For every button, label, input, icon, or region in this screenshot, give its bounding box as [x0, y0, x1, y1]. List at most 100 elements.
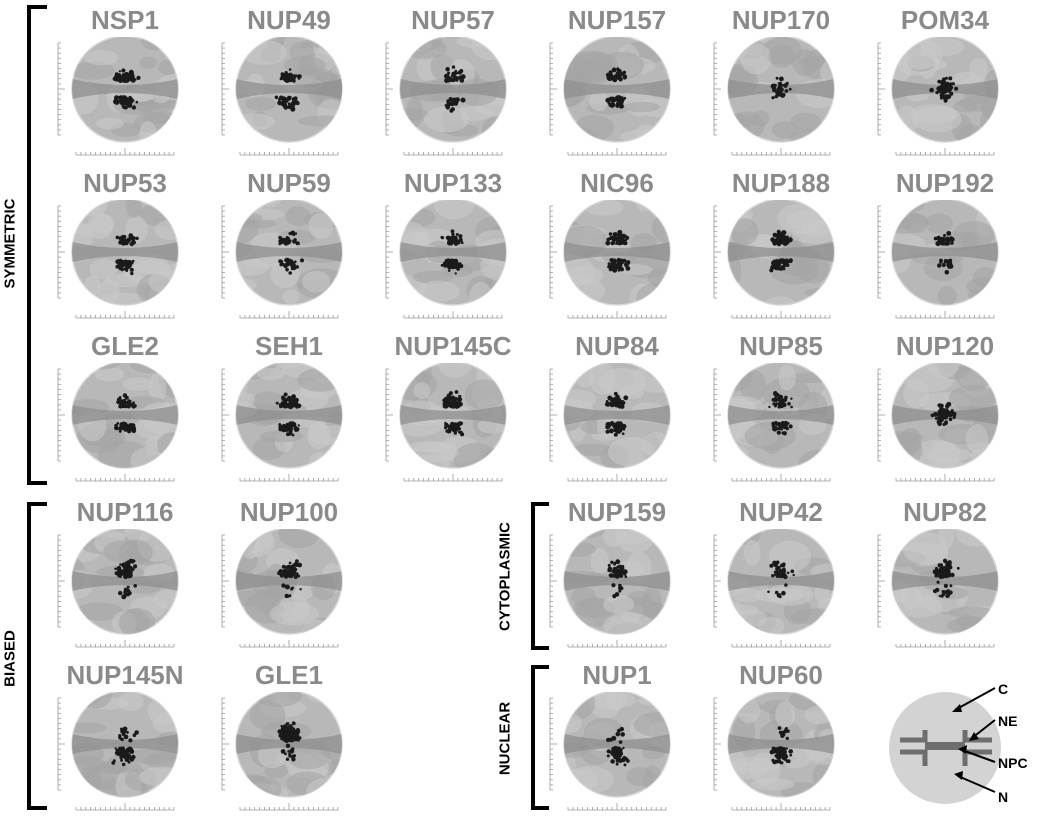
gold-particle — [611, 750, 615, 754]
gold-particle — [783, 83, 788, 88]
schematic-envelope-lower — [900, 749, 928, 766]
gold-particle — [780, 421, 786, 426]
gold-particle — [774, 590, 779, 595]
gold-particle — [770, 265, 775, 270]
gold-particle — [283, 392, 288, 397]
gold-particle — [275, 401, 279, 405]
gold-particle — [611, 75, 614, 78]
gold-particle — [936, 235, 941, 241]
panel-title: NUP42 — [739, 497, 823, 527]
gold-particle — [772, 232, 778, 238]
nuclear-envelope-band — [728, 571, 834, 591]
gold-particle — [294, 260, 297, 263]
gold-particle — [933, 411, 938, 417]
gold-particle — [297, 75, 301, 79]
gold-particle — [776, 260, 782, 266]
gold-particle — [788, 237, 793, 242]
micrograph — [57, 529, 179, 648]
gold-particle — [456, 239, 459, 243]
gold-particle — [772, 240, 776, 244]
gold-particle — [116, 422, 120, 425]
gold-particle — [285, 267, 289, 272]
gold-particle — [283, 240, 289, 246]
gold-particle — [616, 266, 620, 270]
gold-particle — [613, 432, 618, 437]
gold-particle — [119, 563, 122, 566]
gold-particle — [118, 751, 124, 757]
gold-particle — [946, 94, 952, 99]
gold-particle — [945, 76, 948, 80]
gold-particle — [292, 233, 296, 236]
gold-particle — [943, 560, 948, 564]
gold-particle — [772, 560, 777, 566]
gold-particle — [947, 239, 951, 243]
gold-particle — [621, 564, 625, 568]
gold-particle — [612, 747, 617, 751]
gold-particle — [610, 260, 615, 264]
panel-title: SEH1 — [255, 331, 323, 361]
gold-particle — [618, 263, 623, 267]
gold-particle — [290, 586, 294, 590]
gold-particle — [782, 261, 786, 265]
gold-particle — [615, 731, 621, 737]
panel-title: NUP192 — [895, 168, 995, 198]
gold-particle — [457, 397, 463, 402]
panel-title: NUP157 — [567, 5, 667, 35]
gold-particle — [458, 234, 463, 239]
gold-particle — [790, 405, 793, 409]
panel-nsp1: NSP1 — [50, 5, 200, 163]
panel-nup192: NUP192 — [870, 168, 1020, 326]
gold-particle — [451, 71, 457, 77]
gold-particle — [775, 574, 780, 578]
gold-particle — [132, 401, 135, 404]
gold-particle — [618, 586, 622, 590]
gold-particle — [606, 427, 610, 430]
gold-particle — [119, 569, 124, 574]
gold-particle — [772, 402, 776, 406]
gold-particle — [286, 404, 290, 409]
gold-particle — [608, 232, 613, 236]
panel-nup42: NUP42 — [706, 497, 856, 655]
gold-particle — [451, 238, 457, 244]
gold-particle — [294, 232, 298, 235]
gold-particle — [779, 76, 784, 82]
bracket-nuclear-top-cap — [531, 665, 549, 669]
gold-particle — [948, 417, 953, 422]
gold-particle — [454, 99, 458, 103]
gold-particle — [624, 575, 628, 579]
panel-nup145c: NUP145C — [378, 331, 528, 489]
gold-particle — [289, 748, 295, 754]
gold-particle — [131, 105, 137, 110]
arrow-ne-head — [969, 732, 979, 741]
gold-particle — [453, 260, 459, 265]
gold-particle — [620, 567, 624, 570]
schematic-envelope — [900, 730, 928, 743]
gold-particle — [951, 82, 955, 86]
gold-particle — [274, 95, 279, 100]
gold-particle — [289, 726, 295, 732]
gold-particle — [771, 758, 775, 762]
nuclear-envelope-band — [72, 242, 178, 262]
gold-particle — [278, 733, 283, 738]
micrograph — [385, 37, 507, 156]
gold-particle — [134, 730, 139, 735]
gold-particle — [447, 269, 451, 272]
gold-particle — [945, 407, 949, 411]
gold-particle — [624, 264, 628, 268]
gold-particle — [785, 726, 788, 730]
group-label-symmetric: SYMMETRIC — [1, 198, 19, 289]
gold-particle — [449, 259, 454, 264]
gold-particle — [772, 88, 777, 93]
gold-particle — [784, 239, 788, 243]
gold-particle — [123, 567, 129, 573]
panel-nup57: NUP57 — [378, 5, 528, 163]
gold-particle — [615, 572, 619, 575]
gold-particle — [127, 565, 130, 569]
gold-particle — [281, 583, 286, 588]
gold-particle — [773, 259, 776, 263]
gold-particle — [293, 567, 298, 572]
gold-particle — [288, 733, 293, 738]
gold-particle — [941, 238, 945, 243]
gold-particle — [122, 762, 126, 767]
gold-particle — [605, 429, 610, 434]
